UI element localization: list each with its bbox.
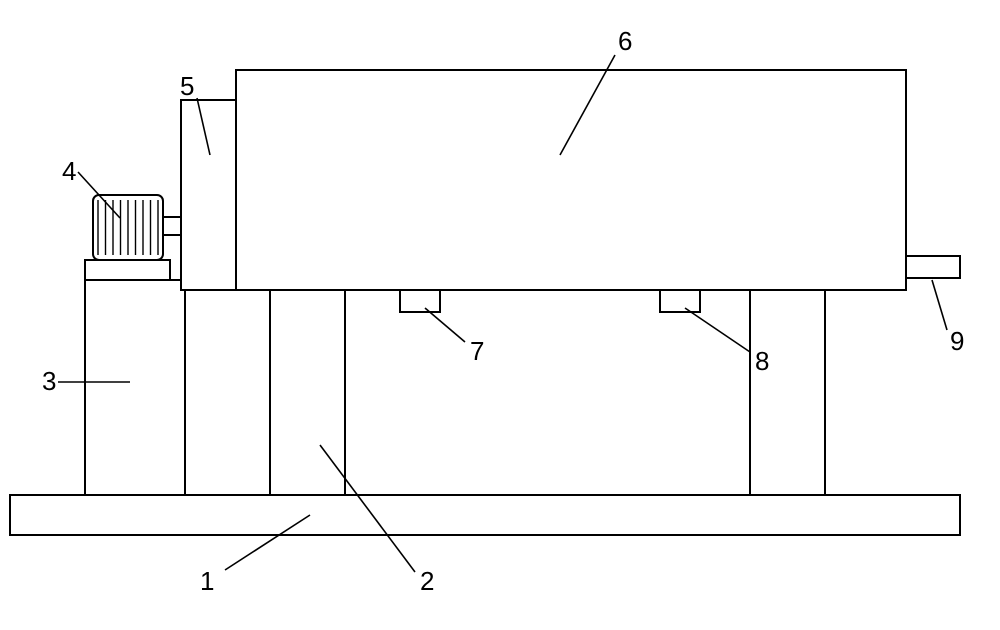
label-3: 3 [42, 366, 56, 396]
leader-8 [685, 308, 750, 352]
label-1: 1 [200, 566, 214, 596]
leader-9 [932, 280, 947, 330]
outlet-9 [906, 256, 960, 278]
technical-diagram: 1 2 3 4 5 6 7 8 9 [0, 0, 1000, 630]
label-9: 9 [950, 326, 964, 356]
motor-shaft [163, 217, 181, 235]
label-8: 8 [755, 346, 769, 376]
label-6: 6 [618, 26, 632, 56]
support-right [750, 290, 825, 495]
port-8 [660, 290, 700, 312]
label-2: 2 [420, 566, 434, 596]
label-4: 4 [62, 156, 76, 186]
motor-foot [85, 260, 170, 280]
gearbox [181, 100, 236, 290]
base-plate [10, 495, 960, 535]
motor-pedestal [85, 280, 185, 495]
port-7 [400, 290, 440, 312]
leader-7 [425, 308, 465, 342]
label-5: 5 [180, 71, 194, 101]
main-housing [236, 70, 906, 290]
label-7: 7 [470, 336, 484, 366]
